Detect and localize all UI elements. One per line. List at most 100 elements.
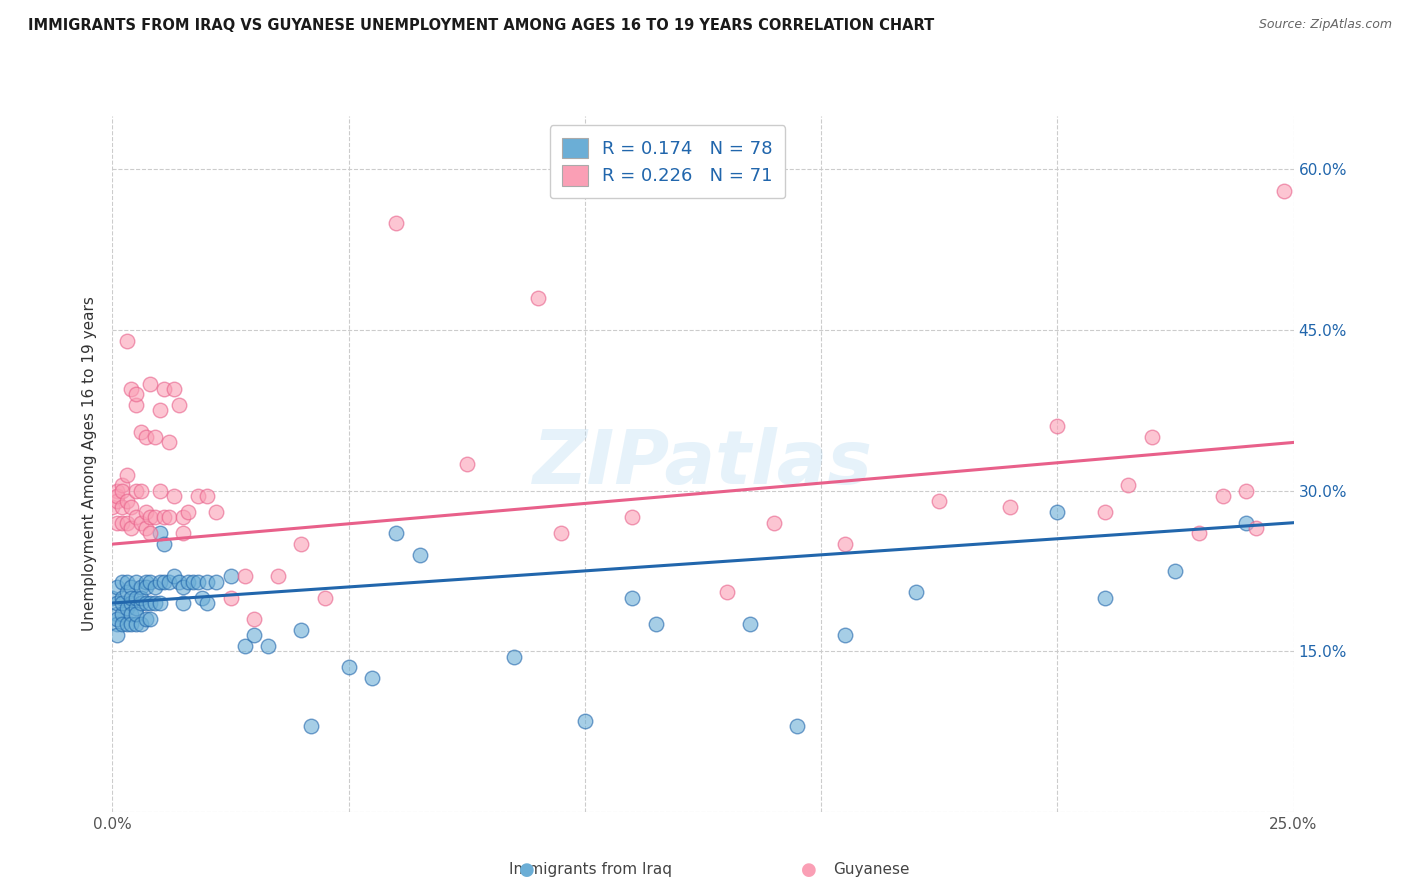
- Point: [115, 601, 138, 615]
- Point: [167, 574, 190, 589]
- Point: [1234, 483, 1257, 498]
- Point: [299, 719, 322, 733]
- Point: [834, 537, 856, 551]
- Point: [621, 591, 644, 605]
- Point: [177, 574, 200, 589]
- Point: [163, 569, 186, 583]
- Point: [125, 601, 148, 615]
- Point: [257, 639, 280, 653]
- Point: [1094, 505, 1116, 519]
- Point: [111, 516, 134, 530]
- Point: [456, 457, 478, 471]
- Point: [129, 591, 152, 605]
- Point: [105, 516, 128, 530]
- Point: [115, 334, 138, 348]
- Point: [191, 591, 214, 605]
- Point: [129, 617, 152, 632]
- Point: [135, 612, 157, 626]
- Point: [290, 537, 312, 551]
- Point: [163, 382, 186, 396]
- Point: [111, 478, 134, 492]
- Point: [385, 216, 408, 230]
- Point: [157, 574, 180, 589]
- Point: [120, 607, 142, 621]
- Point: [125, 591, 148, 605]
- Point: [105, 612, 128, 626]
- Point: [904, 585, 927, 599]
- Point: [111, 500, 134, 514]
- Point: [1094, 591, 1116, 605]
- Point: [143, 596, 166, 610]
- Point: [105, 489, 128, 503]
- Point: [139, 574, 162, 589]
- Point: [139, 510, 162, 524]
- Point: [153, 382, 176, 396]
- Point: [135, 574, 157, 589]
- Point: [111, 574, 134, 589]
- Point: [621, 510, 644, 524]
- Point: [120, 591, 142, 605]
- Point: [1140, 430, 1163, 444]
- Point: [143, 430, 166, 444]
- Point: [361, 671, 384, 685]
- Point: [314, 591, 336, 605]
- Point: [205, 574, 228, 589]
- Point: [172, 580, 194, 594]
- Point: [195, 574, 218, 589]
- Point: [233, 569, 256, 583]
- Text: ZIPatlas: ZIPatlas: [533, 427, 873, 500]
- Text: ●: ●: [800, 861, 817, 879]
- Point: [290, 623, 312, 637]
- Point: [105, 628, 128, 642]
- Point: [135, 596, 157, 610]
- Point: [111, 483, 134, 498]
- Point: [125, 387, 148, 401]
- Point: [998, 500, 1021, 514]
- Point: [219, 591, 242, 605]
- Point: [135, 505, 157, 519]
- Point: [503, 649, 526, 664]
- Point: [120, 500, 142, 514]
- Point: [550, 526, 572, 541]
- Point: [219, 569, 242, 583]
- Point: [105, 607, 128, 621]
- Point: [385, 526, 408, 541]
- Point: [101, 591, 124, 605]
- Text: ●: ●: [519, 861, 536, 879]
- Text: Guyanese: Guyanese: [834, 863, 910, 877]
- Point: [157, 435, 180, 450]
- Point: [163, 489, 186, 503]
- Point: [105, 483, 128, 498]
- Point: [762, 516, 785, 530]
- Point: [139, 612, 162, 626]
- Point: [125, 607, 148, 621]
- Point: [928, 494, 950, 508]
- Point: [172, 596, 194, 610]
- Point: [267, 569, 290, 583]
- Point: [181, 574, 204, 589]
- Point: [125, 617, 148, 632]
- Point: [129, 580, 152, 594]
- Point: [233, 639, 256, 653]
- Point: [101, 500, 124, 514]
- Point: [111, 617, 134, 632]
- Point: [139, 526, 162, 541]
- Point: [186, 489, 208, 503]
- Point: [129, 596, 152, 610]
- Point: [172, 526, 194, 541]
- Point: [153, 537, 176, 551]
- Point: [129, 516, 152, 530]
- Point: [105, 617, 128, 632]
- Point: [149, 574, 172, 589]
- Point: [111, 607, 134, 621]
- Point: [1046, 505, 1069, 519]
- Point: [120, 580, 142, 594]
- Point: [1046, 419, 1069, 434]
- Point: [143, 510, 166, 524]
- Point: [120, 617, 142, 632]
- Point: [139, 376, 162, 391]
- Point: [120, 382, 142, 396]
- Point: [111, 596, 134, 610]
- Y-axis label: Unemployment Among Ages 16 to 19 years: Unemployment Among Ages 16 to 19 years: [82, 296, 97, 632]
- Point: [243, 628, 266, 642]
